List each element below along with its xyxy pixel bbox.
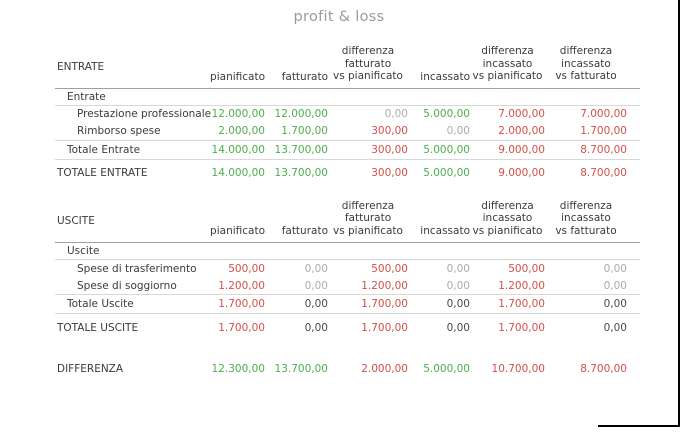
differenza-table: DIFFERENZA 12.300,00 13.700,00 2.000,00 … [55, 360, 640, 377]
value-cell: 0,00 [265, 294, 328, 314]
subtotal-row-entrate: Totale Entrate 14.000,00 13.700,00 300,0… [55, 139, 640, 160]
value-cell: 8.700,00 [580, 362, 627, 375]
section-title-entrate: ENTRATE [55, 45, 207, 89]
group-row-entrate: Entrate [55, 88, 640, 106]
value-cell: 0,00 [446, 125, 470, 137]
value-cell: 2.000,00 [498, 125, 545, 137]
row-label: DIFFERENZA [57, 362, 124, 375]
value-cell: 1.700,00 [470, 294, 545, 314]
value-cell: 0,00 [603, 262, 627, 275]
column-header-diff-incassato-pianificato: differenza incassato vs pianificato [470, 199, 545, 243]
group-label: Entrate [55, 88, 207, 106]
value-cell: 5.000,00 [423, 108, 470, 120]
value-cell: 0,00 [603, 321, 627, 334]
group-row-uscite: Uscite [55, 242, 640, 260]
value-cell: 5.000,00 [423, 167, 470, 179]
column-header-pianificato: pianificato [207, 199, 265, 243]
window-bottom-edge [598, 425, 680, 427]
table-row: Spese di trasferimento 500,00 0,00 500,0… [55, 260, 640, 278]
value-cell: 14.000,00 [211, 167, 265, 179]
value-cell: 8.700,00 [580, 167, 627, 179]
value-cell: 0,00 [304, 321, 328, 334]
value-cell: 0,00 [545, 294, 640, 314]
column-header-fatturato: fatturato [265, 45, 328, 89]
column-header-diff-incassato-fatturato: differenza incassato vs fatturato [545, 45, 640, 89]
row-label: Spese di soggiorno [77, 279, 177, 292]
section-title-uscite: USCITE [55, 199, 207, 243]
value-cell: 12.300,00 [211, 362, 265, 375]
entrate-table: ENTRATE pianificato fatturato differenza… [55, 45, 640, 184]
entrate-header-row: ENTRATE pianificato fatturato differenza… [55, 45, 640, 89]
row-label: Spese di trasferimento [77, 262, 197, 275]
uscite-table: USCITE pianificato fatturato differenza … [55, 199, 640, 339]
value-cell: 12.000,00 [274, 108, 328, 120]
value-cell: 0,00 [446, 262, 470, 275]
table-row: Spese di soggiorno 1.200,00 0,00 1.200,0… [55, 277, 640, 295]
column-header-fatturato: fatturato [265, 199, 328, 243]
value-cell: 7.000,00 [580, 108, 627, 120]
value-cell: 300,00 [371, 167, 408, 179]
value-cell: 0,00 [446, 321, 470, 334]
value-cell: 500,00 [228, 262, 265, 275]
row-label: TOTALE USCITE [57, 321, 139, 334]
value-cell: 300,00 [371, 125, 408, 137]
value-cell: 12.000,00 [211, 108, 265, 120]
value-cell: 1.200,00 [218, 279, 265, 292]
table-row: Prestazione professionale 12.000,00 12.0… [55, 105, 640, 123]
row-label: Totale Entrate [55, 139, 207, 160]
value-cell: 5.000,00 [423, 362, 470, 375]
window-right-edge [678, 0, 680, 427]
value-cell: 9.000,00 [498, 167, 545, 179]
value-cell: 13.700,00 [265, 139, 328, 160]
value-cell: 13.700,00 [274, 362, 328, 375]
column-header-pianificato: pianificato [207, 45, 265, 89]
value-cell: 1.700,00 [281, 125, 328, 137]
column-header-diff-fatturato-pianificato: differenza fatturato vs pianificato [328, 45, 408, 89]
table-row: Rimborso spese 2.000,00 1.700,00 300,00 … [55, 123, 640, 141]
value-cell: 0,00 [446, 279, 470, 292]
value-cell: 9.000,00 [470, 139, 545, 160]
value-cell: 7.000,00 [498, 108, 545, 120]
row-label: TOTALE ENTRATE [57, 167, 148, 179]
row-label: Rimborso spese [77, 125, 161, 137]
value-cell: 8.700,00 [545, 139, 640, 160]
total-row-entrate: TOTALE ENTRATE 14.000,00 13.700,00 300,0… [55, 159, 640, 184]
page-title: profit & loss [293, 9, 385, 25]
row-label: Prestazione professionale [77, 108, 212, 120]
value-cell: 1.700,00 [207, 294, 265, 314]
value-cell: 1.700,00 [218, 321, 265, 334]
column-header-diff-incassato-pianificato: differenza incassato vs pianificato [470, 45, 545, 89]
uscite-header-row: USCITE pianificato fatturato differenza … [55, 199, 640, 243]
column-header-incassato: incassato [408, 199, 470, 243]
total-row-uscite: TOTALE USCITE 1.700,00 0,00 1.700,00 0,0… [55, 314, 640, 339]
value-cell: 300,00 [328, 139, 408, 160]
profit-loss-report: ENTRATE pianificato fatturato differenza… [55, 45, 640, 377]
column-header-diff-fatturato-pianificato: differenza fatturato vs pianificato [328, 199, 408, 243]
subtotal-row-uscite: Totale Uscite 1.700,00 0,00 1.700,00 0,0… [55, 294, 640, 314]
row-label: Totale Uscite [55, 294, 207, 314]
value-cell: 0,00 [603, 279, 627, 292]
value-cell: 1.700,00 [328, 294, 408, 314]
value-cell: 0,00 [304, 262, 328, 275]
group-label: Uscite [55, 242, 207, 260]
value-cell: 1.700,00 [498, 321, 545, 334]
value-cell: 0,00 [304, 279, 328, 292]
column-header-diff-incassato-fatturato: differenza incassato vs fatturato [545, 199, 640, 243]
value-cell: 1.700,00 [580, 125, 627, 137]
value-cell: 10.700,00 [491, 362, 545, 375]
value-cell: 2.000,00 [361, 362, 408, 375]
differenza-row: DIFFERENZA 12.300,00 13.700,00 2.000,00 … [55, 360, 640, 377]
value-cell: 1.200,00 [361, 279, 408, 292]
value-cell: 2.000,00 [218, 125, 265, 137]
value-cell: 0,00 [408, 294, 470, 314]
value-cell: 500,00 [508, 262, 545, 275]
column-header-incassato: incassato [408, 45, 470, 89]
value-cell: 0,00 [384, 108, 408, 120]
value-cell: 1.700,00 [361, 321, 408, 334]
value-cell: 5.000,00 [408, 139, 470, 160]
value-cell: 14.000,00 [207, 139, 265, 160]
value-cell: 500,00 [371, 262, 408, 275]
value-cell: 13.700,00 [274, 167, 328, 179]
value-cell: 1.200,00 [498, 279, 545, 292]
